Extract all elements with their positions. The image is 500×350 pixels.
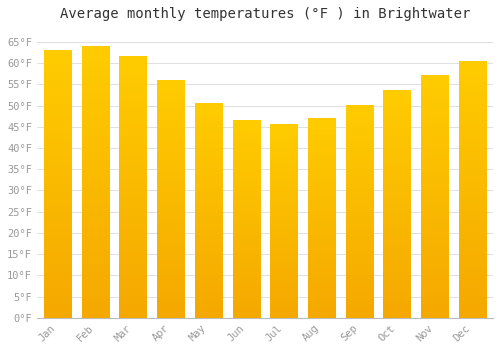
Title: Average monthly temperatures (°F ) in Brightwater: Average monthly temperatures (°F ) in Br…: [60, 7, 470, 21]
